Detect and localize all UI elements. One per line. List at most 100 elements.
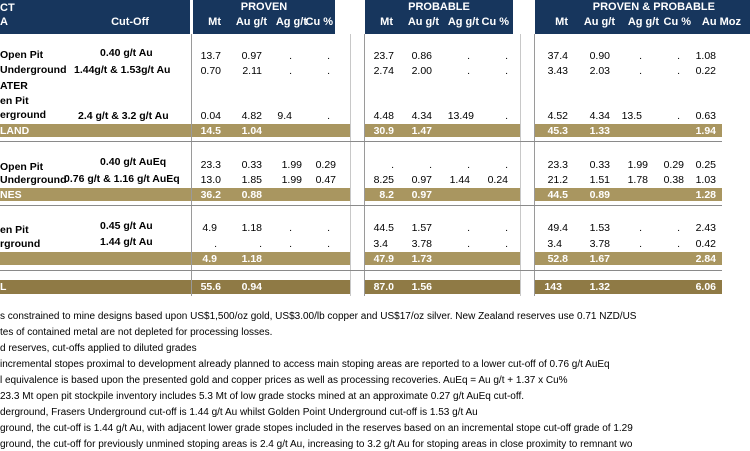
cell: 0.22	[695, 65, 716, 77]
row-label: Open Pit	[0, 49, 44, 61]
cell: 1.99	[281, 174, 302, 186]
cell: 52.8	[547, 253, 568, 265]
row-label: Open Pit	[0, 161, 44, 173]
cell: 13.0	[200, 174, 221, 186]
cell: 1.78	[627, 174, 648, 186]
subtotal-label: NES	[0, 189, 22, 201]
proven-col-cu: Cu %	[305, 16, 334, 28]
cell: 0.89	[589, 189, 610, 201]
cell: .	[467, 159, 470, 171]
cell: 4.82	[241, 110, 262, 122]
cell: 0.97	[241, 50, 262, 62]
cell: 3.78	[589, 238, 610, 250]
subtotal-band	[535, 188, 722, 201]
subtotal-band	[365, 124, 520, 137]
cell: .	[467, 65, 470, 77]
probable-col-au: Au g/t	[407, 16, 439, 28]
cell: 1.51	[589, 174, 610, 186]
cell: 0.24	[487, 174, 508, 186]
cell: .	[429, 159, 432, 171]
cell: 2.11	[242, 65, 262, 77]
footnote: ground, the cut-off is 1.44 g/t Au, with…	[0, 423, 633, 434]
cell: 44.5	[373, 222, 394, 234]
subtotal-band	[0, 252, 191, 265]
probable-col-mt: Mt	[380, 16, 393, 28]
row-label: Underground	[0, 174, 67, 186]
cell: 0.25	[695, 159, 716, 171]
cell: 1.08	[695, 50, 716, 62]
cell: .	[289, 50, 292, 62]
footnote: ground, the cut-off for previously unmin…	[0, 439, 633, 450]
row-label: ATER	[0, 80, 28, 92]
cell: .	[505, 238, 508, 250]
footnote: s constrained to mine designs based upon…	[0, 311, 637, 322]
col-divider	[520, 34, 521, 296]
cell: .	[677, 222, 680, 234]
cell: 1.99	[627, 159, 648, 171]
cell: .	[505, 222, 508, 234]
cutoff-cell: 1.44g/t & 1.53g/t Au	[74, 64, 171, 76]
cell: 4.34	[589, 110, 610, 122]
subtotal-band	[535, 124, 722, 137]
header-left: CT A Cut-Off	[0, 0, 190, 34]
footnote: incremental stopes proximal to developme…	[0, 359, 610, 370]
cell: 3.4	[547, 238, 562, 250]
cell: .	[467, 50, 470, 62]
cell: 1.32	[589, 281, 610, 293]
row-label: Underground	[0, 64, 67, 76]
cell: .	[391, 159, 394, 171]
cell: .	[327, 50, 330, 62]
cell: 4.9	[202, 222, 217, 234]
cell: 1.47	[411, 125, 432, 137]
cell: 8.25	[373, 174, 394, 186]
header-pp: PROVEN & PROBABLE Mt Au g/t Ag g/t Cu % …	[535, 0, 750, 34]
col-divider	[364, 34, 365, 296]
cell: 2.03	[589, 65, 610, 77]
cell: .	[639, 65, 642, 77]
cell: 0.70	[200, 65, 221, 77]
subtotal-band	[192, 252, 350, 265]
cell: 3.43	[547, 65, 568, 77]
cell: 4.52	[547, 110, 568, 122]
cell: 1.99	[281, 159, 302, 171]
row-divider	[0, 270, 722, 271]
pp-col-mt: Mt	[555, 16, 568, 28]
probable-col-ag: Ag g/t	[447, 16, 479, 28]
row-divider	[0, 205, 722, 206]
col-divider	[191, 34, 192, 296]
subtotal-band	[0, 124, 191, 137]
cell: .	[677, 65, 680, 77]
cell: .	[639, 222, 642, 234]
subtotal-band	[192, 124, 350, 137]
cell: 0.42	[695, 238, 716, 250]
proven-col-au: Au g/t	[235, 16, 267, 28]
footnote: derground, Frasers Underground cut-off i…	[0, 407, 478, 418]
cell: 1.18	[241, 222, 262, 234]
subtotal-band	[365, 188, 520, 201]
cell: 36.2	[200, 189, 221, 201]
cell: 0.97	[411, 174, 432, 186]
grand-total-label: L	[0, 281, 7, 293]
cell: 2.43	[695, 222, 716, 234]
cell: 30.9	[373, 125, 394, 137]
footnote: d reserves, cut-offs applied to diluted …	[0, 343, 197, 354]
footnote: l equivalence is based upon the presente…	[0, 375, 568, 386]
proven-title: PROVEN	[240, 1, 288, 13]
cell: .	[327, 222, 330, 234]
row-label: en Pit	[0, 224, 29, 236]
col-divider	[350, 34, 351, 296]
cell: 3.4	[373, 238, 388, 250]
cell: .	[327, 238, 330, 250]
cell: 2.84	[695, 253, 716, 265]
header-probable: PROBABLE Mt Au g/t Ag g/t Cu %	[365, 0, 513, 34]
cell: 1.44	[449, 174, 470, 186]
cell: .	[505, 65, 508, 77]
cell: .	[289, 222, 292, 234]
cell: 0.38	[663, 174, 684, 186]
proven-col-mt: Mt	[208, 16, 221, 28]
header-project: CT	[0, 2, 15, 14]
grand-total-band	[365, 280, 520, 294]
grand-total-band	[192, 280, 350, 294]
cell: .	[677, 110, 680, 122]
cell: .	[505, 50, 508, 62]
